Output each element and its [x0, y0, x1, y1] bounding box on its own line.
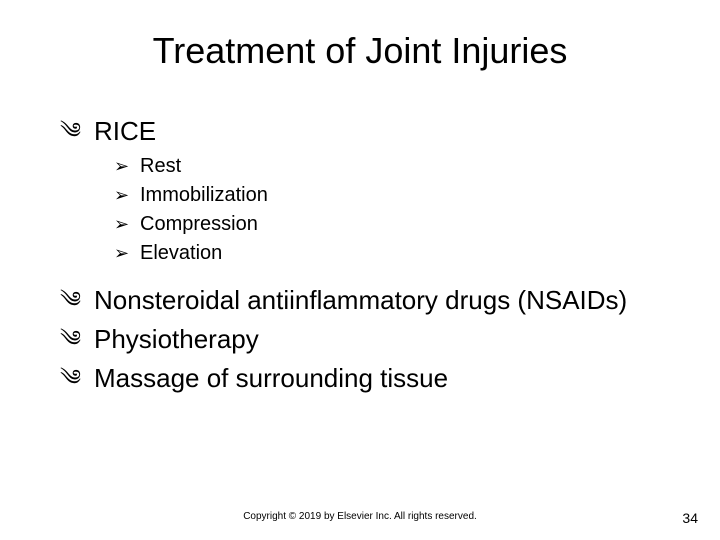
page-number: 34: [682, 510, 698, 526]
bullet-icon: ༄: [60, 322, 94, 354]
chevron-icon: ➢: [114, 182, 140, 207]
list-item-label: Compression: [140, 211, 258, 238]
list-item-label: Physiotherapy: [94, 322, 259, 357]
chevron-icon: ➢: [114, 240, 140, 265]
list-item: ➢ Compression: [114, 211, 660, 238]
page-title: Treatment of Joint Injuries: [0, 30, 720, 72]
spacer: [60, 269, 660, 279]
list-item-label: Elevation: [140, 240, 222, 267]
list-item: ➢ Immobilization: [114, 182, 660, 209]
list-item: ༄ RICE: [60, 114, 660, 149]
list-item: ༄ Massage of surrounding tissue: [60, 361, 660, 396]
list-item-label: Rest: [140, 153, 181, 180]
list-item: ༄ Nonsteroidal antiinflammatory drugs (N…: [60, 283, 660, 318]
list-item-label: Immobilization: [140, 182, 268, 209]
bullet-icon: ༄: [60, 283, 94, 315]
list-item: ➢ Elevation: [114, 240, 660, 267]
list-item-label: Nonsteroidal antiinflammatory drugs (NSA…: [94, 283, 627, 318]
list-item-label: RICE: [94, 114, 156, 149]
chevron-icon: ➢: [114, 211, 140, 236]
bullet-icon: ༄: [60, 114, 94, 146]
list-item: ༄ Physiotherapy: [60, 322, 660, 357]
slide: Treatment of Joint Injuries ༄ RICE ➢ Res…: [0, 0, 720, 540]
list-item-label: Massage of surrounding tissue: [94, 361, 448, 396]
slide-body: ༄ RICE ➢ Rest ➢ Immobilization ➢ Compres…: [60, 110, 660, 400]
list-item: ➢ Rest: [114, 153, 660, 180]
copyright-text: Copyright © 2019 by Elsevier Inc. All ri…: [0, 511, 720, 522]
bullet-icon: ༄: [60, 361, 94, 393]
chevron-icon: ➢: [114, 153, 140, 178]
